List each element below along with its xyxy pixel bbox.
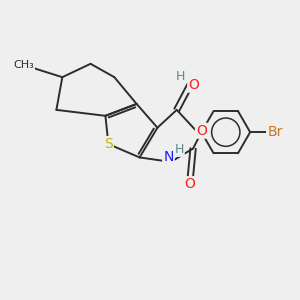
Text: H: H (174, 143, 184, 156)
Text: N: N (163, 150, 174, 164)
Text: O: O (196, 124, 207, 138)
Text: Br: Br (267, 125, 283, 139)
Text: O: O (185, 177, 196, 191)
Text: O: O (188, 78, 199, 92)
Text: CH₃: CH₃ (13, 60, 34, 70)
Text: S: S (104, 137, 113, 151)
Text: H: H (176, 70, 185, 83)
